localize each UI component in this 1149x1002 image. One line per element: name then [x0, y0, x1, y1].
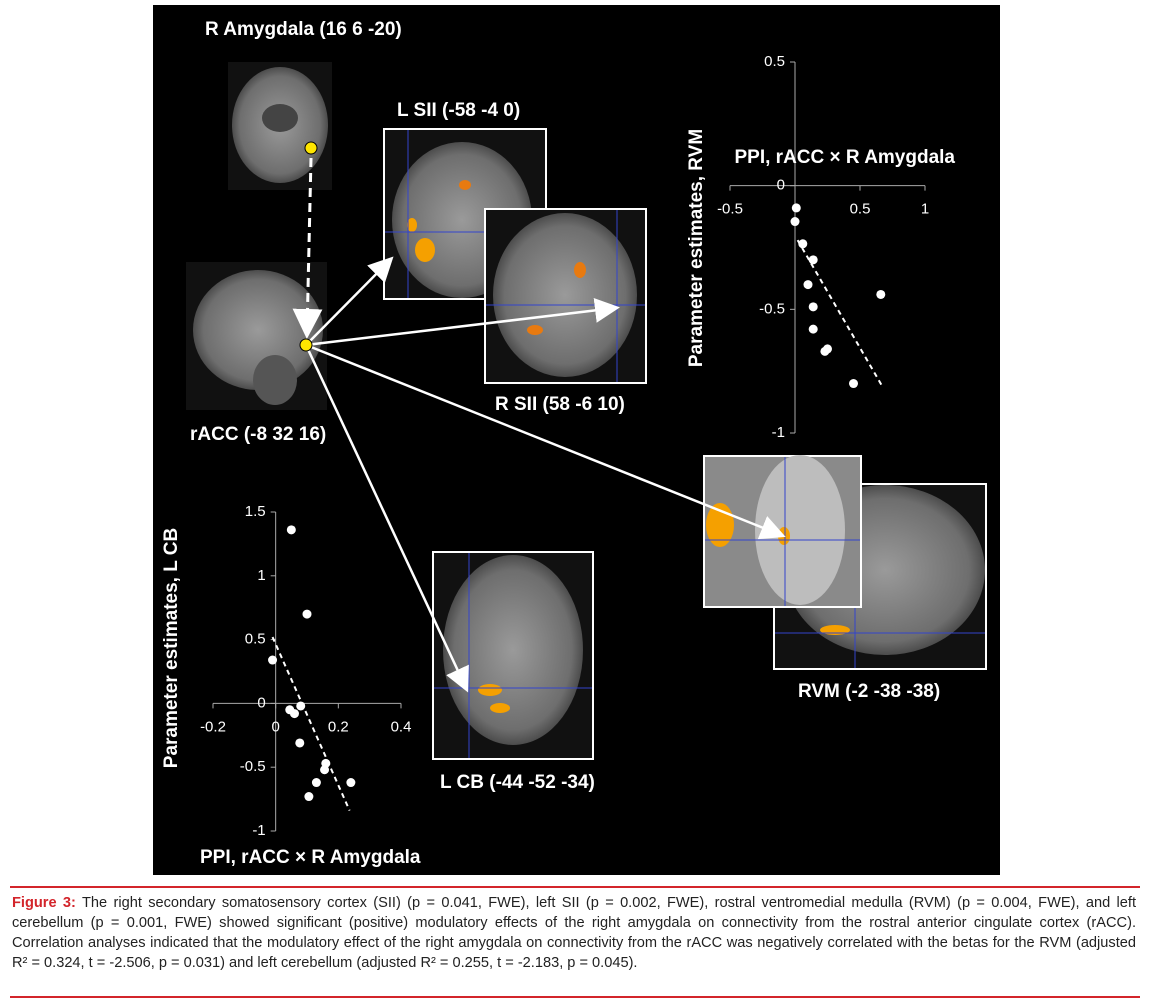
arrow [305, 297, 620, 347]
region-label: R Amygdala (16 6 -20) [205, 19, 402, 40]
point [286, 525, 296, 535]
y-tick-label: -1 [252, 822, 265, 839]
caption-label: Figure 3: [12, 895, 76, 911]
point [289, 709, 299, 719]
x-tick-label: -0.5 [717, 201, 743, 218]
point [808, 302, 818, 312]
x-tick-label: 0.4 [391, 718, 412, 735]
point [803, 280, 813, 290]
y-tick-label: -0.5 [759, 300, 785, 317]
region-label: RVM (-2 -38 -38) [798, 681, 940, 702]
y-tick-label: -1 [772, 424, 785, 441]
region-label: L SII (-58 -4 0) [397, 100, 520, 121]
y-tick-label: -0.5 [240, 758, 266, 775]
point [320, 765, 330, 775]
point [346, 778, 356, 788]
brain-rsii [484, 208, 647, 384]
point [295, 738, 305, 748]
point [311, 778, 321, 788]
y-tick-label: 1 [257, 567, 265, 584]
point [268, 655, 278, 665]
x-tick-label: 0.5 [850, 201, 871, 218]
point [849, 379, 858, 389]
y-tick-label: 1.5 [245, 503, 266, 520]
point [296, 701, 306, 711]
caption: Figure 3: The right secondary somatosens… [12, 893, 1136, 973]
point [790, 217, 800, 227]
y-axis-title: Parameter estimates, RVM [686, 129, 707, 367]
point [791, 203, 801, 213]
x-axis-title: PPI, rACC × R Amygdala [735, 147, 956, 168]
x-axis-title: PPI, rACC × R Amygdala [200, 847, 421, 868]
y-tick-label: 0.5 [245, 631, 266, 648]
brain-racc [186, 262, 327, 410]
point [798, 239, 808, 249]
trendline [271, 636, 351, 811]
region-label: rACC (-8 32 16) [190, 424, 326, 445]
rule [10, 996, 1140, 998]
brain-rvm [703, 455, 987, 670]
arrow [304, 344, 469, 693]
x-tick-label: 0 [271, 718, 279, 735]
x-tick-label: 1 [921, 201, 929, 218]
y-tick-label: 0.5 [764, 53, 785, 70]
x-tick-label: -0.2 [200, 718, 226, 735]
brain-amygdala [228, 62, 332, 190]
figure: R Amygdala (16 6 -20) L SII (-58 -4 0) R… [153, 5, 1000, 875]
arrow [305, 256, 394, 346]
y-tick-label: 0 [257, 694, 265, 711]
arrow [305, 343, 786, 540]
region-label: R SII (58 -6 10) [495, 394, 625, 415]
point [820, 346, 830, 356]
trendline [796, 239, 883, 387]
brain-lcb [432, 551, 594, 760]
rule [10, 886, 1140, 888]
seed-dot [299, 338, 313, 352]
caption-text: The right secondary somatosensory cortex… [12, 895, 1137, 971]
point [304, 792, 314, 802]
y-tick-label: 0 [777, 177, 785, 194]
y-axis-title: Parameter estimates, L CB [161, 528, 182, 768]
point [808, 324, 818, 334]
point [302, 609, 312, 619]
seed-dot [304, 141, 318, 155]
point [876, 289, 886, 299]
point [808, 255, 818, 265]
region-label: L CB (-44 -52 -34) [440, 772, 595, 793]
x-tick-label: 0.2 [328, 718, 349, 735]
